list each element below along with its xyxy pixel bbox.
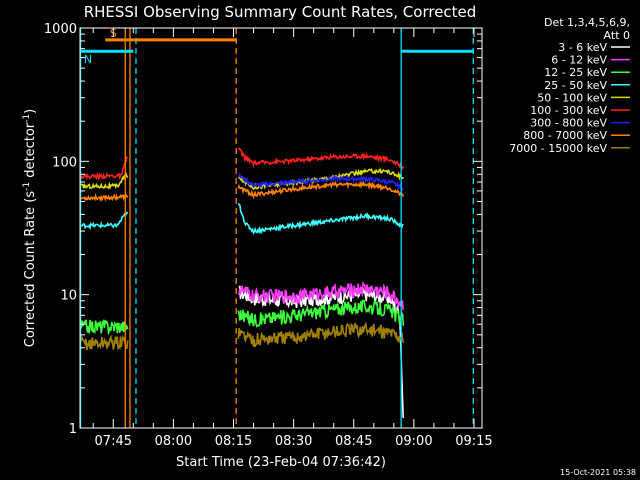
y-axis-label-main: Corrected Count Rate (s [23,191,38,348]
series-line [80,299,405,336]
legend-entry-label: 7000 - 15000 keV [509,142,607,155]
x-tick-label: 09:15 [455,434,492,449]
axis-layer: 1 10 100 1000 07:45 08:00 08:15 08:30 08:45 09:00… [44,22,493,449]
x-tick-label: 07:45 [95,434,132,449]
y-axis-label: Corrected Count Rate (s-1 detector-1) [22,109,38,347]
x-tick-label: 08:30 [275,434,312,449]
y-tick-label: 1 [69,422,77,437]
legend-entry-label: 100 - 300 keV [530,104,607,117]
legend-entry-label: 6 - 12 keV [551,54,607,67]
x-tick-label: 08:45 [335,434,372,449]
legend-entry-label: 3 - 6 keV [558,41,607,54]
y-tick-label: 100 [52,155,77,170]
y-axis-label-sup-2: -1 [22,114,32,123]
x-tick-label: 08:15 [215,434,252,449]
x-axis-label: Start Time (23-Feb-04 07:36:42) [176,455,386,470]
legend-entry-label: 300 - 800 keV [530,117,607,130]
legend-entry-label: 50 - 100 keV [537,91,607,104]
y-axis-label-mid: detector [23,122,38,182]
legend-entry-label: 25 - 50 keV [544,79,607,92]
x-tick-label: 08:00 [155,434,192,449]
series-line [80,202,404,235]
y-axis-label-sup-1: -1 [22,182,32,191]
legend-header-line-1: Det 1,3,4,5,6,9, [544,16,630,29]
chart-title: RHESSI Observing Summary Count Rates, Co… [84,3,477,21]
series-line [238,281,404,311]
marker-layer: SN [79,27,474,428]
y-tick-label: 10 [60,289,77,304]
series-line [80,147,405,181]
legend-entry-label: 800 - 7000 keV [523,129,607,142]
series-line [80,321,405,351]
legend-header-line-2: Att 0 [604,29,630,42]
y-axis-label-end: ) [23,109,38,114]
series-layer [80,147,405,419]
x-tick-label: 09:00 [395,434,432,449]
plot-frame [79,27,483,429]
annotation-label: N [84,53,92,66]
series-line [81,180,405,203]
series-line [238,171,404,192]
footer-timestamp: 15-Oct-2021 05:38 [560,468,636,477]
legend-entry-label: 12 - 25 keV [544,66,607,79]
y-tick-label: 1000 [44,22,77,37]
